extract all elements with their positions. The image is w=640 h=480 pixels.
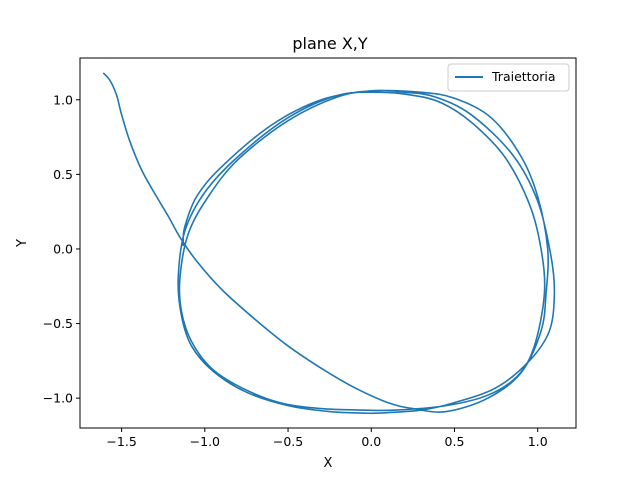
x-axis-ticks: −1.5 −1.0 −0.5 0.0 0.5 1.0 xyxy=(106,428,548,449)
legend: Traiettoria xyxy=(447,63,570,92)
chart-title: plane X,Y xyxy=(292,34,368,53)
x-tick-label: 0.0 xyxy=(361,434,381,449)
y-axis-label: Y xyxy=(15,239,30,248)
y-tick-label: 0.5 xyxy=(53,167,73,182)
x-axis-label: X xyxy=(324,456,333,471)
y-tick-label: 0.0 xyxy=(53,241,73,256)
x-tick-label: −1.0 xyxy=(190,434,220,449)
x-tick-label: −0.5 xyxy=(273,434,303,449)
x-tick-label: 0.5 xyxy=(445,434,465,449)
legend-label: Traiettoria xyxy=(491,69,555,84)
legend-box xyxy=(447,63,570,92)
y-tick-label: −1.0 xyxy=(43,391,73,406)
series-layer xyxy=(102,72,556,415)
x-tick-label: 1.0 xyxy=(528,434,548,449)
series-line-traiettoria xyxy=(102,72,556,415)
y-tick-label: −0.5 xyxy=(43,316,73,331)
y-axis-ticks: −1.0 −0.5 0.0 0.5 1.0 xyxy=(43,92,80,406)
x-tick-label: −1.5 xyxy=(106,434,136,449)
y-tick-label: 1.0 xyxy=(53,92,73,107)
plot-frame xyxy=(79,57,577,429)
